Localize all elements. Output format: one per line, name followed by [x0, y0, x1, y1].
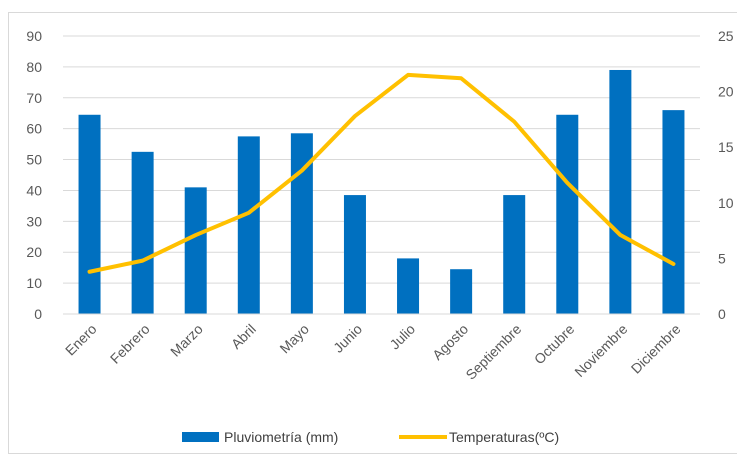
temperature-point-abril [248, 212, 250, 214]
temperature-point-enero [89, 271, 91, 273]
temperature-point-diciembre [672, 263, 674, 265]
x-axis: Enero Febrero Marzo Abril Mayo Junio Julio Agos… [62, 313, 700, 383]
right-axis: 0 5 10 15 20 25 [718, 28, 734, 322]
left-tick-label: 0 [34, 306, 42, 322]
temperature-point-febrero [142, 260, 144, 262]
legend-label-temperature: Temperaturas(ºC) [449, 429, 559, 445]
legend-label-precipitation: Pluviometría (mm) [224, 429, 338, 445]
legend-swatch-precipitation [182, 432, 219, 442]
left-tick-label: 50 [26, 152, 42, 168]
left-tick-label: 70 [26, 90, 42, 106]
left-tick-label: 10 [26, 275, 42, 291]
right-tick-label: 10 [718, 195, 734, 211]
precipitation-bars [78, 69, 685, 315]
right-tick-label: 20 [718, 84, 734, 100]
temperature-point-septiembre [513, 121, 515, 123]
temperature-point-octubre [566, 182, 568, 184]
bar-marzo [184, 187, 207, 314]
temperature-point-noviembre [619, 234, 621, 236]
category-label-febrero: Febrero [107, 321, 153, 367]
right-tick-label: 5 [718, 250, 726, 266]
bar-noviembre [609, 69, 632, 314]
temperature-point-agosto [460, 77, 462, 79]
temperature-line [87, 72, 676, 274]
category-label-septiembre: Septiembre [462, 321, 524, 383]
left-tick-label: 40 [26, 182, 42, 198]
temperature-point-julio [407, 74, 409, 76]
category-label-diciembre: Diciembre [628, 321, 684, 377]
bar-enero [78, 114, 101, 315]
bar-diciembre [662, 110, 685, 314]
left-tick-label: 20 [26, 244, 42, 260]
category-label-abril: Abril [228, 321, 259, 352]
bar-febrero [131, 151, 154, 314]
category-label-junio: Junio [330, 321, 365, 356]
right-tick-label: 15 [718, 139, 734, 155]
bar-octubre [556, 114, 579, 315]
bar-junio [343, 195, 366, 314]
bar-agosto [450, 269, 473, 314]
category-label-enero: Enero [62, 321, 100, 359]
category-label-julio: Julio [386, 321, 418, 353]
left-tick-label: 60 [26, 121, 42, 137]
bar-mayo [290, 133, 313, 314]
left-tick-label: 80 [26, 59, 42, 75]
category-label-noviembre: Noviembre [571, 321, 630, 380]
bar-septiembre [503, 195, 526, 314]
bar-julio [397, 258, 420, 314]
left-axis: 0 10 20 30 40 50 60 70 80 90 [26, 28, 42, 322]
right-tick-label: 25 [718, 28, 734, 44]
left-tick-label: 30 [26, 213, 42, 229]
gridlines [63, 35, 700, 315]
category-label-mayo: Mayo [276, 321, 312, 357]
left-tick-label: 90 [26, 28, 42, 44]
temperature-point-marzo [195, 234, 197, 236]
category-label-octubre: Octubre [531, 321, 578, 368]
temperature-point-junio [354, 115, 356, 117]
category-label-marzo: Marzo [167, 321, 206, 360]
temperature-line-group [87, 72, 676, 274]
bar-abril [237, 136, 260, 314]
legend: Pluviometría (mm) Temperaturas(ºC) [182, 429, 559, 445]
category-label-agosto: Agosto [429, 321, 471, 363]
temperature-point-mayo [301, 170, 303, 172]
right-tick-label: 0 [718, 306, 726, 322]
